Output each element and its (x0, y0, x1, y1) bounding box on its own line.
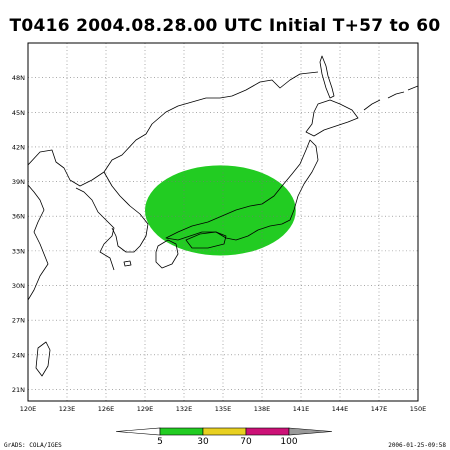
map-frame (27, 42, 419, 402)
lat-tick-label: 39N (12, 178, 25, 186)
map-title: T0416 2004.08.28.00 UTC Initial T+57 to … (9, 16, 441, 36)
footer-credit: GrADS: COLA/IGES (4, 442, 62, 449)
lon-tick-label: 141E (293, 405, 310, 413)
honshu-coast (165, 139, 319, 241)
footer-timestamp: 2006-01-25-09:58 (388, 442, 446, 449)
kyushu-coast (155, 239, 179, 269)
lon-tick-label: 144E (332, 405, 349, 413)
colorbar-segment (288, 427, 333, 436)
colorbar-low-end (115, 427, 161, 436)
colorbar-label: 70 (240, 437, 252, 447)
taiwan-coast (35, 341, 51, 377)
lat-tick-label: 24N (12, 351, 25, 359)
kuril-islands (363, 85, 418, 111)
colorbar-label: 30 (197, 437, 209, 447)
lon-tick-label: 120E (20, 405, 37, 413)
lon-tick-label: 135E (215, 405, 232, 413)
hokkaido-coast (305, 99, 359, 137)
colorbar-segment (202, 427, 247, 436)
mainland-coast (28, 71, 319, 271)
colorbar-segment (245, 427, 290, 436)
latitude-labels: 21N 24N 27N 30N 33N 36N 39N 42N 45N 48N (12, 74, 25, 394)
colorbar-label: 100 (280, 437, 297, 447)
probability-area (145, 165, 296, 256)
lon-tick-label: 147E (371, 405, 388, 413)
lon-tick-label: 150E (410, 405, 427, 413)
coastlines (28, 55, 418, 377)
korea-coast (103, 171, 149, 253)
china-coast (28, 184, 49, 301)
colorbar-label: 5 (157, 437, 163, 447)
shikoku-coast (185, 231, 227, 249)
lon-tick-label: 132E (176, 405, 193, 413)
colorbar: 5 30 70 100 (115, 427, 333, 447)
sakhalin-coast (319, 55, 335, 99)
lat-tick-label: 27N (12, 317, 25, 325)
lon-tick-label: 129E (137, 405, 154, 413)
lon-tick-label: 126E (98, 405, 115, 413)
jeju-island (123, 260, 132, 267)
lat-tick-label: 45N (12, 109, 25, 117)
lon-tick-label: 123E (59, 405, 76, 413)
lat-tick-label: 30N (12, 282, 25, 290)
lon-tick-label: 138E (254, 405, 271, 413)
lat-tick-label: 36N (12, 213, 25, 221)
lat-tick-label: 48N (12, 74, 25, 82)
graticule (28, 43, 418, 401)
lat-tick-label: 33N (12, 247, 25, 255)
lat-tick-label: 42N (12, 143, 25, 151)
longitude-labels: 120E 123E 126E 129E 132E 135E 138E 141E 144E 147E… (20, 405, 427, 413)
colorbar-segment (159, 427, 204, 436)
lat-tick-label: 21N (12, 386, 25, 394)
